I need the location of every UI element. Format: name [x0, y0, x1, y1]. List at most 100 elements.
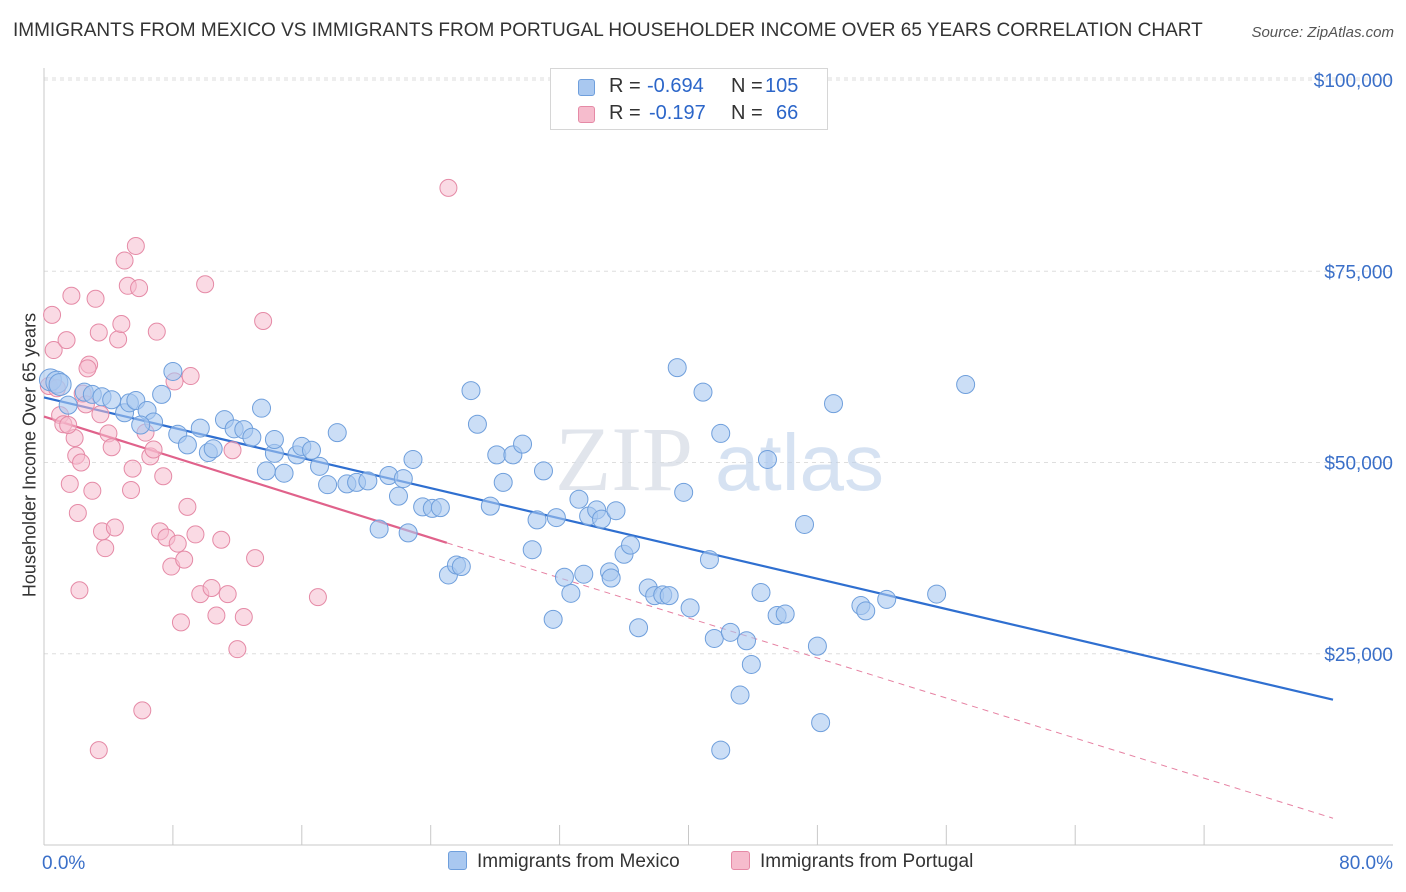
mexico-point	[527, 510, 547, 530]
mexico-point	[256, 461, 276, 481]
bottom-legend-label-portugal: Immigrants from Portugal	[760, 851, 974, 872]
portugal-point	[144, 440, 163, 459]
mexico-point	[190, 418, 210, 438]
portugal-point	[186, 525, 205, 544]
mexico-point	[775, 604, 795, 624]
portugal-point	[109, 330, 128, 349]
y-tick-label: $75,000	[1324, 262, 1393, 283]
portugal-point	[207, 606, 226, 625]
mexico-point	[824, 394, 844, 414]
bottom-legend-mexico: Immigrants from Mexico	[448, 851, 680, 877]
portugal-point	[308, 588, 327, 607]
mexico-point	[704, 628, 724, 648]
portugal-point	[122, 481, 141, 500]
portugal-point	[246, 549, 265, 568]
mexico-point	[388, 486, 408, 506]
mexico-point	[927, 584, 947, 604]
mexico-point	[807, 636, 827, 656]
mexico-point	[751, 583, 771, 603]
trend-line-mexico	[43, 396, 1334, 701]
portugal-point	[59, 416, 78, 435]
mexico-point	[606, 501, 626, 521]
y-tick-label: $50,000	[1324, 454, 1393, 475]
mexico-point	[58, 395, 78, 415]
mexico-point	[398, 523, 418, 543]
portugal-point	[115, 251, 134, 270]
mexico-point	[252, 398, 272, 418]
y-axis-label: Householder Income Over 65 years	[19, 312, 40, 598]
correlation-legend: R = -0.694 N = 105 R = -0.197 N = 66	[550, 68, 828, 130]
mexico-point	[659, 586, 679, 606]
mexico-point	[430, 498, 450, 518]
mexico-point	[493, 472, 513, 492]
portugal-point	[439, 178, 458, 197]
mexico-point	[956, 374, 976, 394]
mexico-point	[757, 449, 777, 469]
portugal-point	[234, 608, 253, 627]
chart-title: IMMIGRANTS FROM MEXICO VS IMMIGRANTS FRO…	[13, 20, 1203, 41]
mexico-point	[393, 469, 413, 489]
mexico-point	[795, 514, 815, 534]
portugal-point	[102, 438, 121, 457]
mexico-point	[403, 449, 423, 469]
tick-labels: $25,000 $50,000 $75,000 $100,000 0.0% 80.0%	[42, 71, 1393, 874]
portugal-point	[147, 322, 166, 341]
mexico-point	[318, 475, 338, 495]
mexico-point	[513, 434, 533, 454]
mexico-point	[327, 423, 347, 443]
watermark-atlas: atlas	[715, 418, 884, 507]
mexico-point	[601, 568, 621, 588]
mexico-point	[163, 361, 183, 381]
mexico-point	[177, 435, 197, 455]
portugal-point	[126, 237, 145, 256]
portugal-point	[43, 305, 62, 324]
mexico-point	[741, 654, 761, 674]
legend-n-label: N =	[731, 102, 763, 124]
mexico-point	[674, 482, 694, 502]
mexico-point	[561, 583, 581, 603]
mexico-point	[369, 519, 389, 539]
y-tick-label: $25,000	[1324, 645, 1393, 666]
mexico-point	[720, 622, 740, 642]
legend-n-value: 66	[776, 102, 799, 124]
legend-n-value: 105	[765, 75, 799, 97]
portugal-point	[91, 405, 110, 424]
mexico-point	[274, 463, 294, 483]
mexico-point	[667, 358, 687, 378]
mexico-point	[730, 685, 750, 705]
portugal-point	[89, 741, 108, 760]
mexico-point	[877, 589, 897, 609]
portugal-point	[83, 481, 102, 500]
mexico-point	[737, 631, 757, 651]
portugal-point	[105, 518, 124, 537]
mexico-point	[554, 567, 574, 587]
portugal-point	[133, 701, 152, 720]
portugal-point	[96, 539, 115, 558]
axes	[43, 68, 1393, 846]
mexico-point	[591, 509, 611, 529]
mexico-point	[487, 445, 507, 465]
mexico-point	[461, 381, 481, 401]
mexico-point	[693, 382, 713, 402]
portugal-point	[44, 341, 63, 360]
mexico-point	[301, 440, 321, 460]
mexico-points	[38, 358, 976, 760]
legend-n-label: N =	[731, 75, 763, 97]
portugal-point	[175, 550, 194, 569]
mexico-point	[264, 430, 284, 450]
legend-swatch-mexico	[578, 79, 595, 96]
mexico-point	[711, 423, 731, 443]
mexico-point	[620, 535, 640, 555]
mexico-point	[811, 713, 831, 733]
portugal-point	[60, 474, 79, 493]
mexico-point	[546, 508, 566, 528]
mexico-point	[480, 496, 500, 516]
mexico-point	[680, 598, 700, 618]
portugal-point	[78, 359, 97, 378]
portugal-point	[228, 640, 247, 659]
bottom-legend-portugal: Immigrants from Portugal	[731, 851, 973, 877]
mexico-point	[574, 564, 594, 584]
bottom-legend-swatch-portugal	[731, 851, 750, 870]
mexico-point	[533, 461, 553, 481]
